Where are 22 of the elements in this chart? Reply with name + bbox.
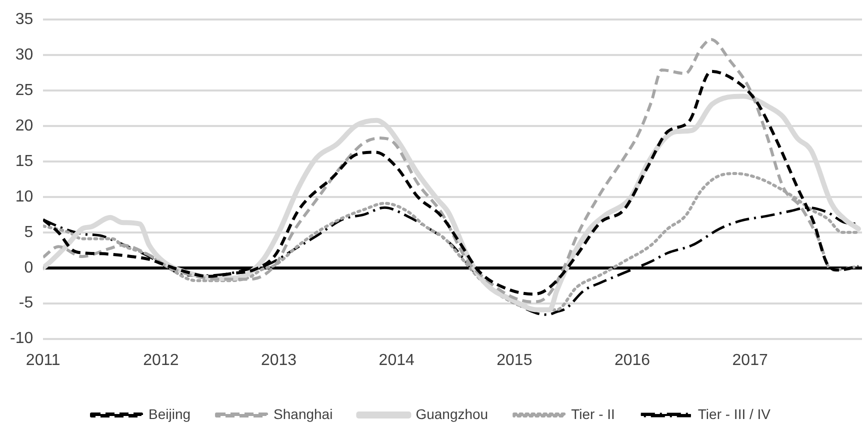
x-tick-label: 2011 — [26, 352, 60, 369]
y-tick-label: 5 — [24, 224, 34, 241]
y-tick-label: 30 — [15, 46, 34, 64]
legend-label: Beijing — [148, 406, 191, 422]
y-tick-label: 25 — [15, 82, 34, 99]
x-tick-label: 2015 — [496, 352, 532, 369]
x-tick-label: 2017 — [732, 352, 768, 369]
y-tick-label: 10 — [15, 188, 34, 206]
x-tick-label: 2012 — [143, 352, 179, 369]
y-tick-label: 20 — [15, 117, 34, 134]
legend-label: Tier - III / IV — [698, 406, 772, 422]
legend-label: Shanghai — [274, 406, 333, 422]
y-tick-label: -5 — [18, 294, 34, 312]
x-tick-label: 2013 — [260, 352, 297, 369]
y-tick-label: 35 — [15, 11, 34, 28]
y-tick-label: -10 — [10, 330, 34, 348]
x-tick-label: 2014 — [378, 352, 414, 369]
x-tick-label: 2016 — [614, 352, 650, 369]
legend-label: Guangzhou — [416, 406, 488, 422]
y-tick-label: 0 — [24, 259, 34, 276]
legend-label: Tier - II — [571, 406, 615, 422]
y-tick-label: 15 — [15, 152, 34, 170]
